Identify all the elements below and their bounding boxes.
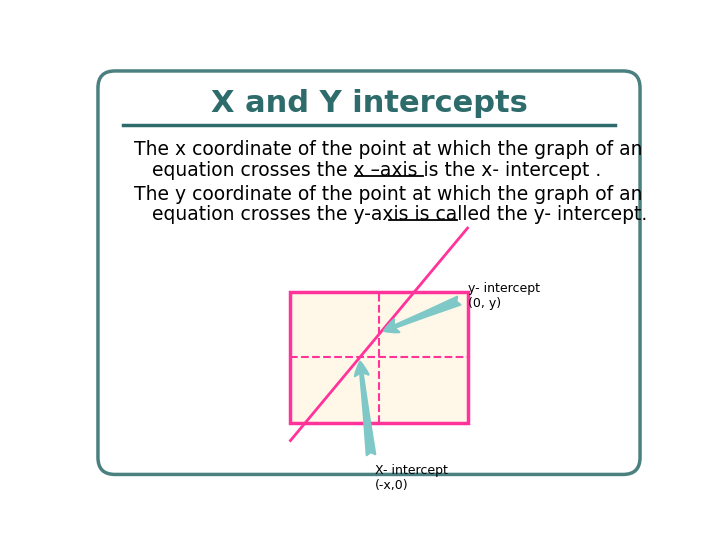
Text: X and Y intercepts: X and Y intercepts	[210, 89, 528, 118]
Bar	[290, 292, 467, 423]
Text: X- intercept
(-x,0): X- intercept (-x,0)	[375, 464, 448, 491]
FancyBboxPatch shape	[98, 71, 640, 475]
Text: equation crosses the x –axis is the x- intercept .: equation crosses the x –axis is the x- i…	[134, 161, 601, 180]
Text: equation crosses the y-axis is called the y- intercept.: equation crosses the y-axis is called th…	[134, 205, 647, 225]
Text: The y coordinate of the point at which the graph of an: The y coordinate of the point at which t…	[134, 185, 643, 204]
Text: y- intercept
(0, y): y- intercept (0, y)	[467, 282, 539, 310]
Text: The x coordinate of the point at which the graph of an: The x coordinate of the point at which t…	[134, 140, 643, 159]
